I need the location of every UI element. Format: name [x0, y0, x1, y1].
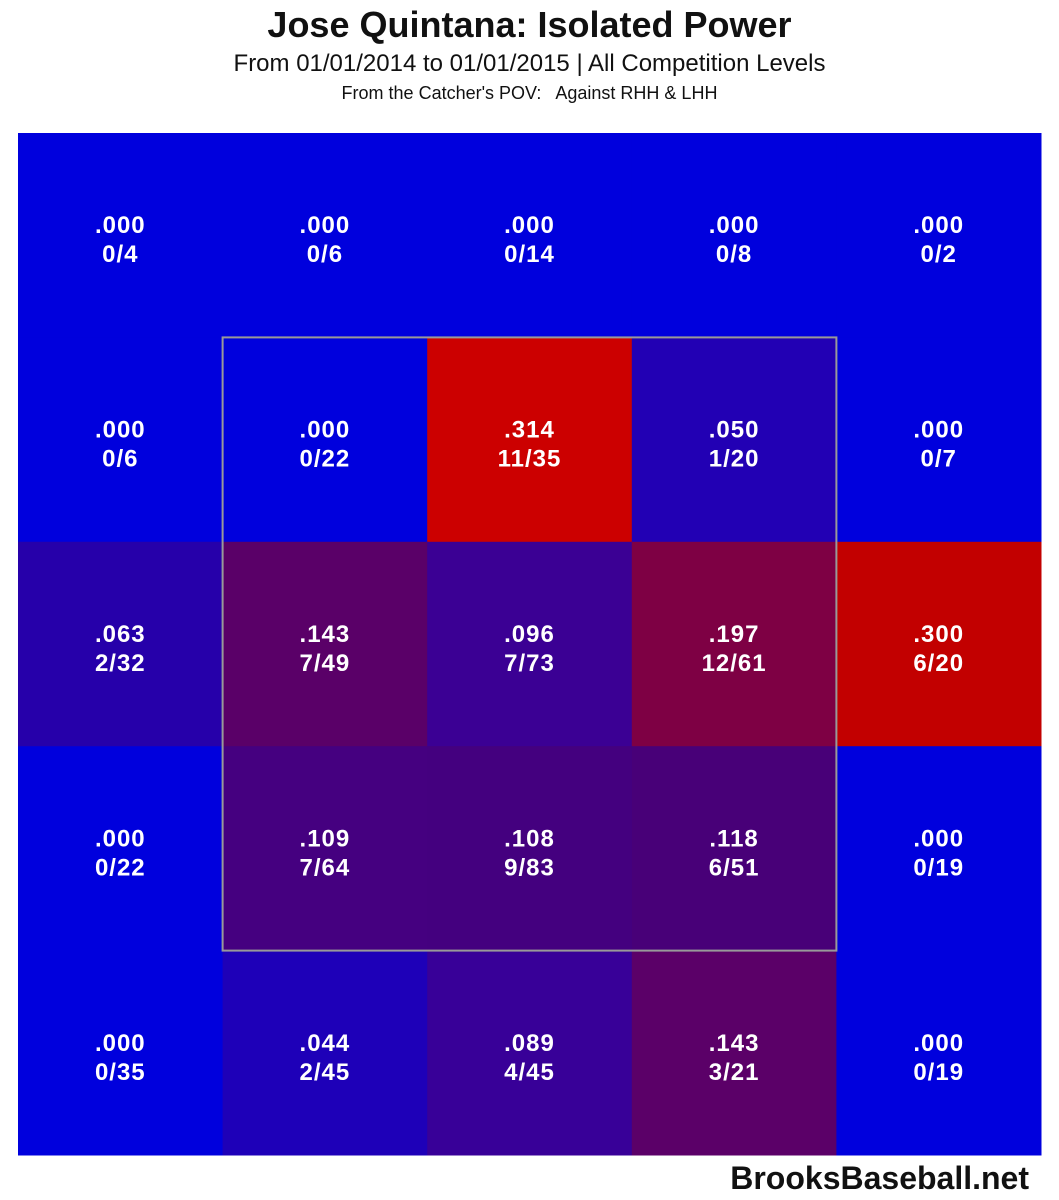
zone-ratio-r1-c4: 0/7 — [921, 446, 957, 473]
zone-cell-r1-c4 — [836, 337, 1042, 543]
zone-cell-r1-c3 — [631, 337, 837, 543]
zone-value-r4-c4: .000 — [913, 1030, 964, 1057]
zone-cell-r3-c4 — [836, 746, 1042, 952]
zone-value-r1-c1: .000 — [300, 417, 351, 444]
zone-ratio-r0-c1: 0/6 — [307, 241, 343, 268]
zone-cell-r1-c1 — [222, 337, 428, 543]
zone-ratio-r1-c1: 0/22 — [300, 446, 351, 473]
zone-cell-r0-c4 — [836, 133, 1042, 338]
zone-ratio-r2-c4: 6/20 — [913, 650, 964, 677]
zone-cell-r2-c0 — [18, 541, 224, 747]
chart-title: Jose Quintana: Isolated Power — [267, 4, 792, 45]
zone-value-r2-c4: .300 — [913, 621, 964, 648]
zone-ratio-r4-c4: 0/19 — [913, 1059, 964, 1086]
zone-cell-r4-c0 — [18, 950, 224, 1156]
zone-cell-r1-c0 — [18, 337, 224, 543]
zone-cell-r2-c4 — [836, 541, 1042, 747]
zone-value-r3-c3: .118 — [709, 825, 758, 852]
zone-value-r1-c4: .000 — [913, 417, 964, 444]
zone-ratio-r0-c3: 0/8 — [716, 241, 752, 268]
strike-zone-outline — [221, 336, 838, 952]
zone-cell-r1-c2 — [427, 337, 633, 543]
zone-cell-r0-c1 — [222, 133, 428, 338]
zone-value-r2-c3: .197 — [709, 621, 760, 648]
zone-cell-r4-c4 — [836, 950, 1042, 1156]
zone-cell-r0-c2 — [427, 133, 633, 338]
zone-ratio-r2-c3: 12/61 — [702, 650, 767, 677]
zone-cell-r3-c2 — [427, 746, 633, 952]
zone-ratio-r3-c3: 6/51 — [709, 854, 760, 881]
zone-ratio-r2-c2: 7/73 — [504, 650, 555, 677]
zone-cell-r2-c3 — [631, 541, 837, 747]
zone-value-r1-c0: .000 — [95, 417, 146, 444]
zone-ratio-r2-c0: 2/32 — [95, 650, 146, 677]
zone-ratio-r1-c0: 0/6 — [102, 446, 138, 473]
zone-value-r2-c2: .096 — [504, 621, 555, 648]
zone-cell-r3-c0 — [18, 746, 224, 952]
zone-ratio-r0-c4: 0/2 — [921, 241, 957, 268]
zone-ratio-r1-c3: 1/20 — [709, 446, 760, 473]
zone-ratio-r3-c1: 7/64 — [300, 854, 351, 881]
zone-value-r4-c0: .000 — [95, 1030, 146, 1057]
zone-value-r3-c4: .000 — [913, 825, 964, 852]
zone-value-r0-c0: .000 — [95, 212, 146, 239]
zone-value-r1-c3: .050 — [709, 417, 760, 444]
zone-value-r3-c1: .109 — [300, 825, 351, 852]
zone-cell-r3-c3 — [631, 746, 837, 952]
zone-value-r2-c1: .143 — [300, 621, 351, 648]
zone-value-r4-c3: .143 — [709, 1030, 760, 1057]
zone-cell-r3-c1 — [222, 746, 428, 952]
zone-value-r3-c2: .108 — [504, 825, 555, 852]
zone-value-r1-c2: .314 — [504, 417, 555, 444]
zone-ratio-r4-c3: 3/21 — [709, 1059, 760, 1086]
zone-value-r4-c1: .044 — [300, 1030, 351, 1057]
zone-ratio-r3-c4: 0/19 — [913, 854, 964, 881]
zone-ratio-r4-c1: 2/45 — [300, 1059, 351, 1086]
zone-value-r4-c2: .089 — [504, 1030, 555, 1057]
zone-ratio-r1-c2: 11/35 — [498, 446, 562, 473]
zone-ratio-r3-c0: 0/22 — [95, 854, 146, 881]
zone-cell-r4-c2 — [427, 950, 633, 1156]
zone-ratio-r4-c0: 0/35 — [95, 1059, 146, 1086]
zone-cell-r2-c2 — [427, 541, 633, 747]
zone-cell-r4-c3 — [631, 950, 837, 1156]
zone-ratio-r4-c2: 4/45 — [504, 1059, 555, 1086]
zone-value-r0-c1: .000 — [300, 212, 351, 239]
chart-subtitle: From 01/01/2014 to 01/01/2015 | All Comp… — [233, 50, 826, 77]
zone-ratio-r2-c1: 7/49 — [300, 650, 351, 677]
zone-ratio-r0-c0: 0/4 — [102, 241, 138, 268]
zone-cell-r0-c3 — [631, 133, 837, 338]
zone-ratio-r0-c2: 0/14 — [504, 241, 555, 268]
zone-value-r3-c0: .000 — [95, 825, 146, 852]
zone-cell-r0-c0 — [18, 133, 224, 338]
zone-ratio-r3-c2: 9/83 — [504, 854, 555, 881]
zone-cell-r4-c1 — [222, 950, 428, 1156]
chart-subtitle-pov: From the Catcher's POV: Against RHH & LH… — [341, 83, 718, 103]
zone-value-r0-c2: .000 — [504, 212, 555, 239]
zone-value-r0-c3: .000 — [709, 212, 760, 239]
zone-cell-r2-c1 — [222, 541, 428, 747]
brooks-baseball-watermark: BrooksBaseball.net — [730, 1160, 1029, 1196]
zone-value-r0-c4: .000 — [913, 212, 964, 239]
zone-value-r2-c0: .063 — [95, 621, 146, 648]
